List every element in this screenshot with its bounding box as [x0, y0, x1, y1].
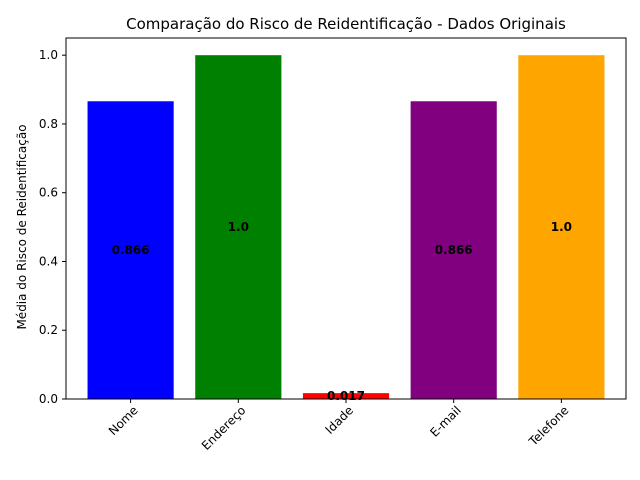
y-tick-label: 0.8: [39, 117, 58, 131]
data-label: 0.866: [435, 243, 473, 257]
data-label: 1.0: [551, 220, 572, 234]
x-tick-label: Nome: [106, 403, 141, 438]
chart-title: Comparação do Risco de Reidentificação -…: [126, 15, 566, 33]
y-tick-label: 0.2: [39, 323, 58, 337]
x-tick-label: Endereço: [199, 403, 249, 453]
plot-frame: [65, 37, 627, 400]
bar-telefone: [518, 55, 605, 399]
bars-group: [87, 55, 605, 399]
data-labels-group: 0.866 1.0 0.017 0.866 1.0: [112, 220, 572, 403]
data-label: 0.017: [327, 389, 365, 403]
y-tick-label: 1.0: [39, 48, 58, 62]
data-label: 0.866: [112, 243, 150, 257]
data-label: 1.0: [228, 220, 249, 234]
y-tick-label: 0.4: [39, 254, 58, 268]
y-tick-label: 0.6: [39, 186, 58, 200]
y-tick-label: 0.0: [39, 392, 58, 406]
bar-nome: [87, 101, 174, 399]
x-tick-label: Idade: [323, 403, 357, 437]
bar-e-mail: [410, 101, 497, 399]
bar-idade: [302, 393, 390, 399]
y-axis-ticks: 0.0 0.2 0.4 0.6 0.8 1.0: [39, 48, 66, 406]
x-tick-label: Telefone: [526, 403, 572, 449]
x-tick-label: E-mail: [427, 403, 464, 440]
bar-endere-o: [195, 55, 282, 399]
y-axis-label: Média do Risco de Reidentificação: [15, 124, 29, 329]
x-axis-ticks: Nome Endereço Idade E-mail Telefone: [106, 399, 572, 453]
